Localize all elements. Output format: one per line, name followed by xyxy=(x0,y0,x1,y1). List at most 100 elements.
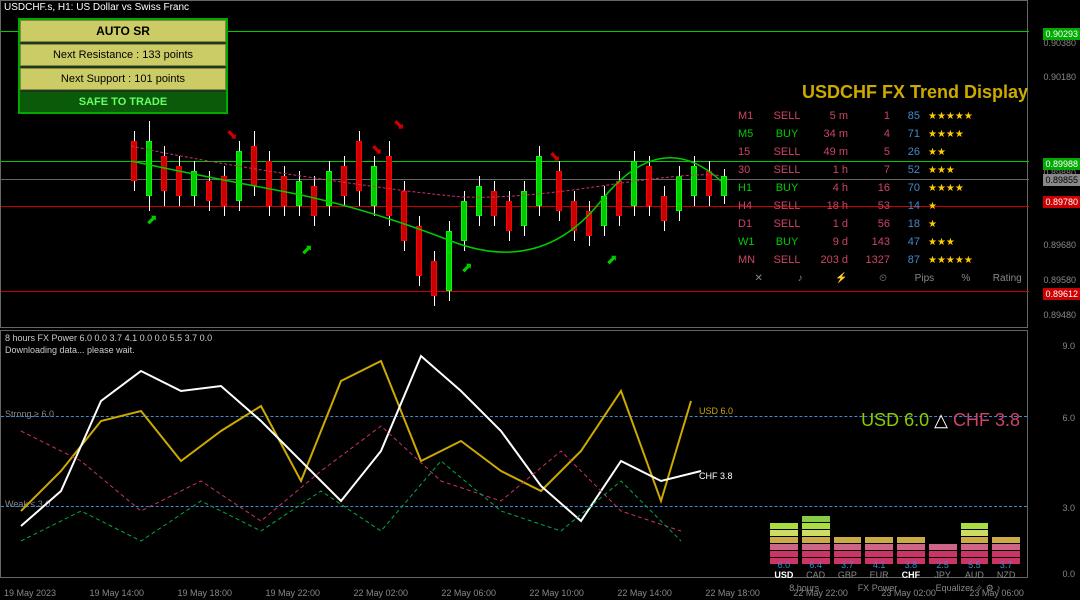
trend-display-panel[interactable]: USDCHF FX Trend Display M1 SELL 5 m 1 85… xyxy=(738,82,1028,284)
indicator-subtitle: Downloading data... please wait. xyxy=(5,345,135,355)
trend-row[interactable]: 30 SELL 1 h 7 52 ★★★ xyxy=(738,161,1028,179)
time-tick: 19 May 18:00 xyxy=(177,588,232,598)
arrow-down-icon: ⬊ xyxy=(371,141,383,158)
time-tick: 22 May 14:00 xyxy=(617,588,672,598)
price-level-marker: 0.89988 xyxy=(1043,158,1080,170)
trend-row[interactable]: W1 BUY 9 d 143 47 ★★★ xyxy=(738,233,1028,251)
trend-rating: ★★★★★ xyxy=(920,111,1000,122)
equalizer-bar xyxy=(961,551,989,557)
trend-pct: 52 xyxy=(890,164,920,176)
time-tick: 23 May 06:00 xyxy=(969,588,1024,598)
price-tick: 0.89680 xyxy=(1043,240,1076,250)
equalizer-column[interactable] xyxy=(961,523,989,564)
trend-pips: 4 xyxy=(848,128,890,140)
trend-timeframe: 15 xyxy=(738,146,768,158)
trend-footer-item[interactable]: Rating xyxy=(987,273,1028,284)
trend-footer-item[interactable]: ⚡ xyxy=(821,273,862,284)
trend-row[interactable]: M1 SELL 5 m 1 85 ★★★★★ xyxy=(738,107,1028,125)
trend-pct: 47 xyxy=(890,236,920,248)
trend-row[interactable]: MN SELL 203 d 1327 87 ★★★★★ xyxy=(738,251,1028,269)
trend-timeframe: H4 xyxy=(738,200,768,212)
price-level-marker: 0.89855 xyxy=(1043,174,1080,186)
trend-rating: ★★★★ xyxy=(920,183,1000,194)
trend-pips: 16 xyxy=(848,182,890,194)
arrow-down-icon: ⬊ xyxy=(549,148,561,165)
equalizer-bar xyxy=(992,544,1020,550)
auto-sr-panel[interactable]: AUTO SR Next Resistance : 133 points Nex… xyxy=(18,18,228,114)
fx-power-summary: USD 6.0 △ CHF 3.8 xyxy=(861,410,1020,431)
trend-timeframe: H1 xyxy=(738,182,768,194)
price-tick: 0.90180 xyxy=(1043,72,1076,82)
weak-label: Weak ≤ 3.0 xyxy=(5,499,50,509)
trend-pips: 5 xyxy=(848,146,890,158)
trend-row[interactable]: H4 SELL 18 h 53 14 ★ xyxy=(738,197,1028,215)
trend-footer: ✕♪⚡⏲Pips%Rating xyxy=(738,273,1028,284)
equalizer-label: 6.0USD xyxy=(770,560,798,580)
time-tick: 19 May 22:00 xyxy=(265,588,320,598)
auto-sr-safe: SAFE TO TRADE xyxy=(20,92,226,112)
equalizer-label: 2.5JPY xyxy=(929,560,957,580)
trend-action: SELL xyxy=(768,110,806,122)
equalizer-bar xyxy=(929,551,957,557)
trend-footer-item[interactable]: Pips xyxy=(904,273,945,284)
trend-rating: ★ xyxy=(920,219,1000,230)
price-tick: 0.89580 xyxy=(1043,275,1076,285)
equalizer-bar xyxy=(865,551,893,557)
chf-line-label: CHF 3.8 xyxy=(699,471,733,481)
trend-row[interactable]: D1 SELL 1 d 56 18 ★ xyxy=(738,215,1028,233)
trend-footer-item[interactable]: ♪ xyxy=(779,273,820,284)
trend-action: SELL xyxy=(768,146,806,158)
usd-power-line xyxy=(21,361,691,511)
equalizer-bar xyxy=(802,530,830,536)
trend-row[interactable]: M5 BUY 34 m 4 71 ★★★★ xyxy=(738,125,1028,143)
trend-timeframe: W1 xyxy=(738,236,768,248)
indicator-axis-tick: 6.0 xyxy=(1062,413,1075,423)
trend-action: SELL xyxy=(768,200,806,212)
equalizer-bar xyxy=(865,544,893,550)
time-tick: 22 May 10:00 xyxy=(529,588,584,598)
arrow-down-icon: ⬊ xyxy=(393,116,405,133)
equalizer-label: 3.8CHF xyxy=(897,560,925,580)
trend-time: 18 h xyxy=(806,200,848,212)
equalizer[interactable] xyxy=(770,494,1020,564)
trend-timeframe: 30 xyxy=(738,164,768,176)
chf-power-line xyxy=(21,356,701,526)
trend-row[interactable]: 15 SELL 49 m 5 26 ★★ xyxy=(738,143,1028,161)
dash-line-2 xyxy=(21,461,681,541)
time-axis: 19 May 202319 May 14:0019 May 18:0019 Ma… xyxy=(4,588,1024,598)
time-tick: 22 May 02:00 xyxy=(353,588,408,598)
trend-row[interactable]: H1 BUY 4 h 16 70 ★★★★ xyxy=(738,179,1028,197)
trend-timeframe: MN xyxy=(738,254,768,266)
trend-rating: ★★★★★ xyxy=(920,255,1000,266)
price-tick: 0.89480 xyxy=(1043,310,1076,320)
equalizer-column[interactable] xyxy=(802,516,830,564)
indicator-axis-tick: 3.0 xyxy=(1062,503,1075,513)
trend-time: 203 d xyxy=(806,254,848,266)
trend-timeframe: D1 xyxy=(738,218,768,230)
usd-line-label: USD 6.0 xyxy=(699,406,733,416)
trend-timeframe: M5 xyxy=(738,128,768,140)
trend-rating: ★★★ xyxy=(920,237,1000,248)
price-axis: 0.903800.901800.898800.896800.895800.894… xyxy=(1028,0,1080,328)
trend-pct: 87 xyxy=(890,254,920,266)
trend-footer-item[interactable]: % xyxy=(945,273,986,284)
trend-footer-item[interactable]: ✕ xyxy=(738,273,779,284)
trend-rating: ★★ xyxy=(920,147,1000,158)
time-tick: 23 May 02:00 xyxy=(881,588,936,598)
equalizer-bar xyxy=(834,544,862,550)
time-tick: 19 May 14:00 xyxy=(89,588,144,598)
trend-time: 34 m xyxy=(806,128,848,140)
equalizer-bar xyxy=(770,537,798,543)
trend-pct: 26 xyxy=(890,146,920,158)
equalizer-column[interactable] xyxy=(770,523,798,564)
equalizer-bar xyxy=(865,537,893,543)
equalizer-bar xyxy=(961,530,989,536)
equalizer-bar xyxy=(802,523,830,529)
trend-footer-item[interactable]: ⏲ xyxy=(862,273,903,284)
price-level-marker: 0.89780 xyxy=(1043,196,1080,208)
equalizer-bar xyxy=(834,537,862,543)
trend-action: BUY xyxy=(768,236,806,248)
indicator-axis-tick: 9.0 xyxy=(1062,341,1075,351)
indicator-axis-tick: 0.0 xyxy=(1062,569,1075,579)
trend-timeframe: M1 xyxy=(738,110,768,122)
